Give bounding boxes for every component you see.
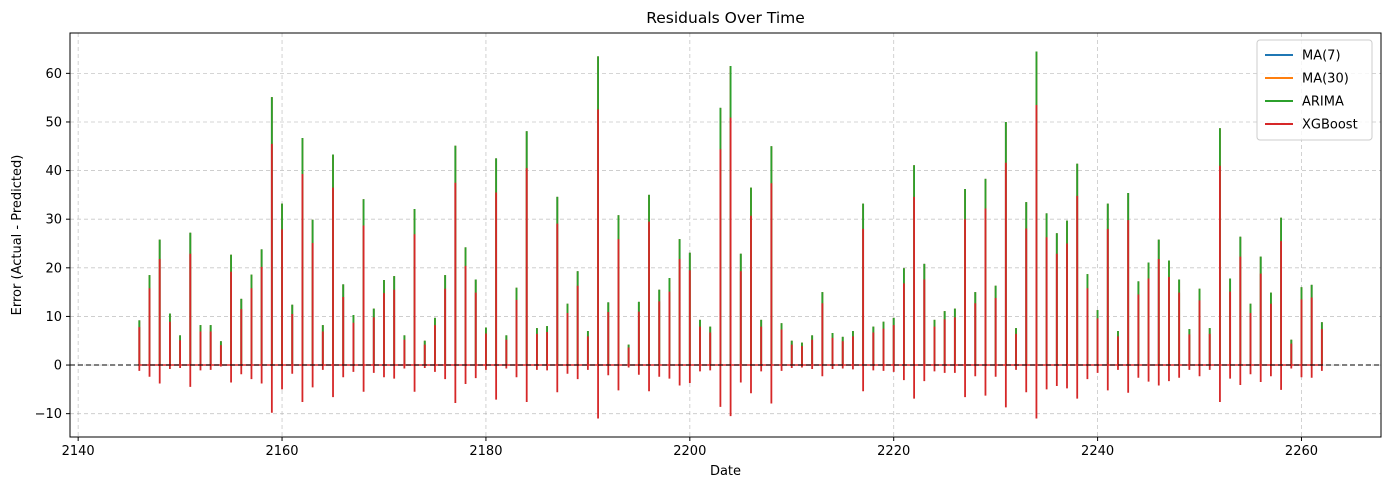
axes-frame <box>69 32 1382 438</box>
chart-title: Residuals Over Time <box>646 9 805 27</box>
x-tick-label: 2220 <box>877 444 910 459</box>
ticks: 2140 2160 2180 2200 2220 2240 2260 −10 0 10 20 30 40… <box>35 67 1318 459</box>
series-line <box>138 104 1323 419</box>
x-tick-label: 2240 <box>1081 444 1114 459</box>
legend-label: MA(30) <box>1302 72 1349 87</box>
y-tick-label: 50 <box>45 115 62 130</box>
legend-label: MA(7) <box>1302 49 1341 64</box>
y-tick-label: 20 <box>45 261 62 276</box>
plot-area <box>70 51 1381 419</box>
x-tick-label: 2140 <box>62 444 95 459</box>
x-tick-label: 2180 <box>469 444 502 459</box>
y-tick-label: −10 <box>35 407 62 422</box>
y-tick-label: 30 <box>45 213 62 228</box>
y-tick-label: 60 <box>45 67 62 82</box>
y-tick-label: 40 <box>45 164 62 179</box>
legend: MA(7) MA(30) ARIMA XGBoost <box>1256 39 1373 141</box>
x-tick-label: 2260 <box>1285 444 1318 459</box>
grid <box>70 33 1381 437</box>
series-xgboost <box>138 104 1323 419</box>
legend-label: XGBoost <box>1302 118 1358 133</box>
x-tick-label: 2160 <box>265 444 298 459</box>
y-tick-label: 10 <box>45 310 62 325</box>
x-axis-title: Date <box>710 464 741 479</box>
x-tick-label: 2200 <box>673 444 706 459</box>
legend-box <box>1256 39 1373 141</box>
legend-label: ARIMA <box>1302 95 1344 110</box>
y-tick-label: 0 <box>54 359 62 374</box>
y-axis-title: Error (Actual - Predicted) <box>10 155 25 316</box>
